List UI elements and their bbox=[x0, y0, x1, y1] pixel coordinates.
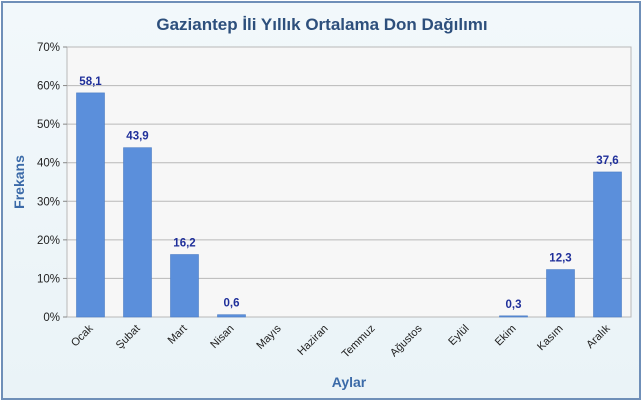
x-tick-label: Haziran bbox=[295, 323, 330, 358]
data-label: 12,3 bbox=[549, 253, 571, 265]
x-axis-title: Aylar bbox=[332, 374, 367, 390]
y-tick-label: 50% bbox=[37, 119, 60, 131]
gridlines bbox=[67, 85, 631, 279]
y-tick-label: 40% bbox=[37, 158, 60, 170]
x-tick-label: Nisan bbox=[208, 323, 236, 351]
x-tick-label: Eylül bbox=[446, 323, 471, 348]
y-tick-label: 0% bbox=[43, 312, 60, 324]
x-tick-label: Temmuz bbox=[340, 323, 378, 361]
y-tick-label: 70% bbox=[37, 42, 60, 54]
bar bbox=[123, 147, 152, 318]
data-label: 0,6 bbox=[224, 298, 240, 310]
data-label: 58,1 bbox=[79, 76, 102, 88]
x-tick-label: Aralık bbox=[584, 322, 613, 351]
x-tick-label: Kasım bbox=[535, 323, 566, 354]
x-tick-label: Mart bbox=[166, 323, 190, 347]
data-label: 43,9 bbox=[126, 131, 148, 143]
y-axis-title: Frekans bbox=[11, 155, 27, 209]
y-tick-label: 30% bbox=[37, 196, 60, 208]
y-tick-label: 10% bbox=[37, 273, 60, 285]
bar bbox=[76, 92, 105, 318]
x-tick-label: Mayıs bbox=[254, 322, 284, 352]
chart-title: Gaziantep İli Yıllık Ortalama Don Dağılı… bbox=[156, 15, 487, 34]
x-tick-label: Ağustos bbox=[388, 322, 425, 359]
bar bbox=[546, 269, 575, 318]
y-axis-ticks: 0% 10% 20% 30% 40% 50% 60% 70% bbox=[37, 42, 67, 324]
bar bbox=[499, 315, 528, 318]
data-label: 16,2 bbox=[173, 238, 195, 250]
plot-area bbox=[66, 46, 632, 318]
data-labels: 58,1 43,9 16,2 0,6 0,3 12,3 37,6 bbox=[79, 76, 618, 311]
bar bbox=[593, 171, 622, 318]
bar bbox=[170, 254, 199, 318]
data-label: 37,6 bbox=[596, 155, 618, 167]
x-axis-categories: Ocak Şubat Mart Nisan Mayıs Haziran Temmuz Ağus… bbox=[69, 322, 613, 360]
bar bbox=[217, 314, 246, 318]
x-tick-label: Şubat bbox=[114, 323, 143, 352]
y-tick-label: 20% bbox=[37, 235, 60, 247]
bars bbox=[76, 92, 622, 318]
x-tick-label: Ekim bbox=[493, 323, 519, 349]
data-label: 0,3 bbox=[506, 299, 522, 311]
x-tick-label: Ocak bbox=[69, 322, 96, 349]
y-tick-label: 60% bbox=[37, 81, 60, 93]
